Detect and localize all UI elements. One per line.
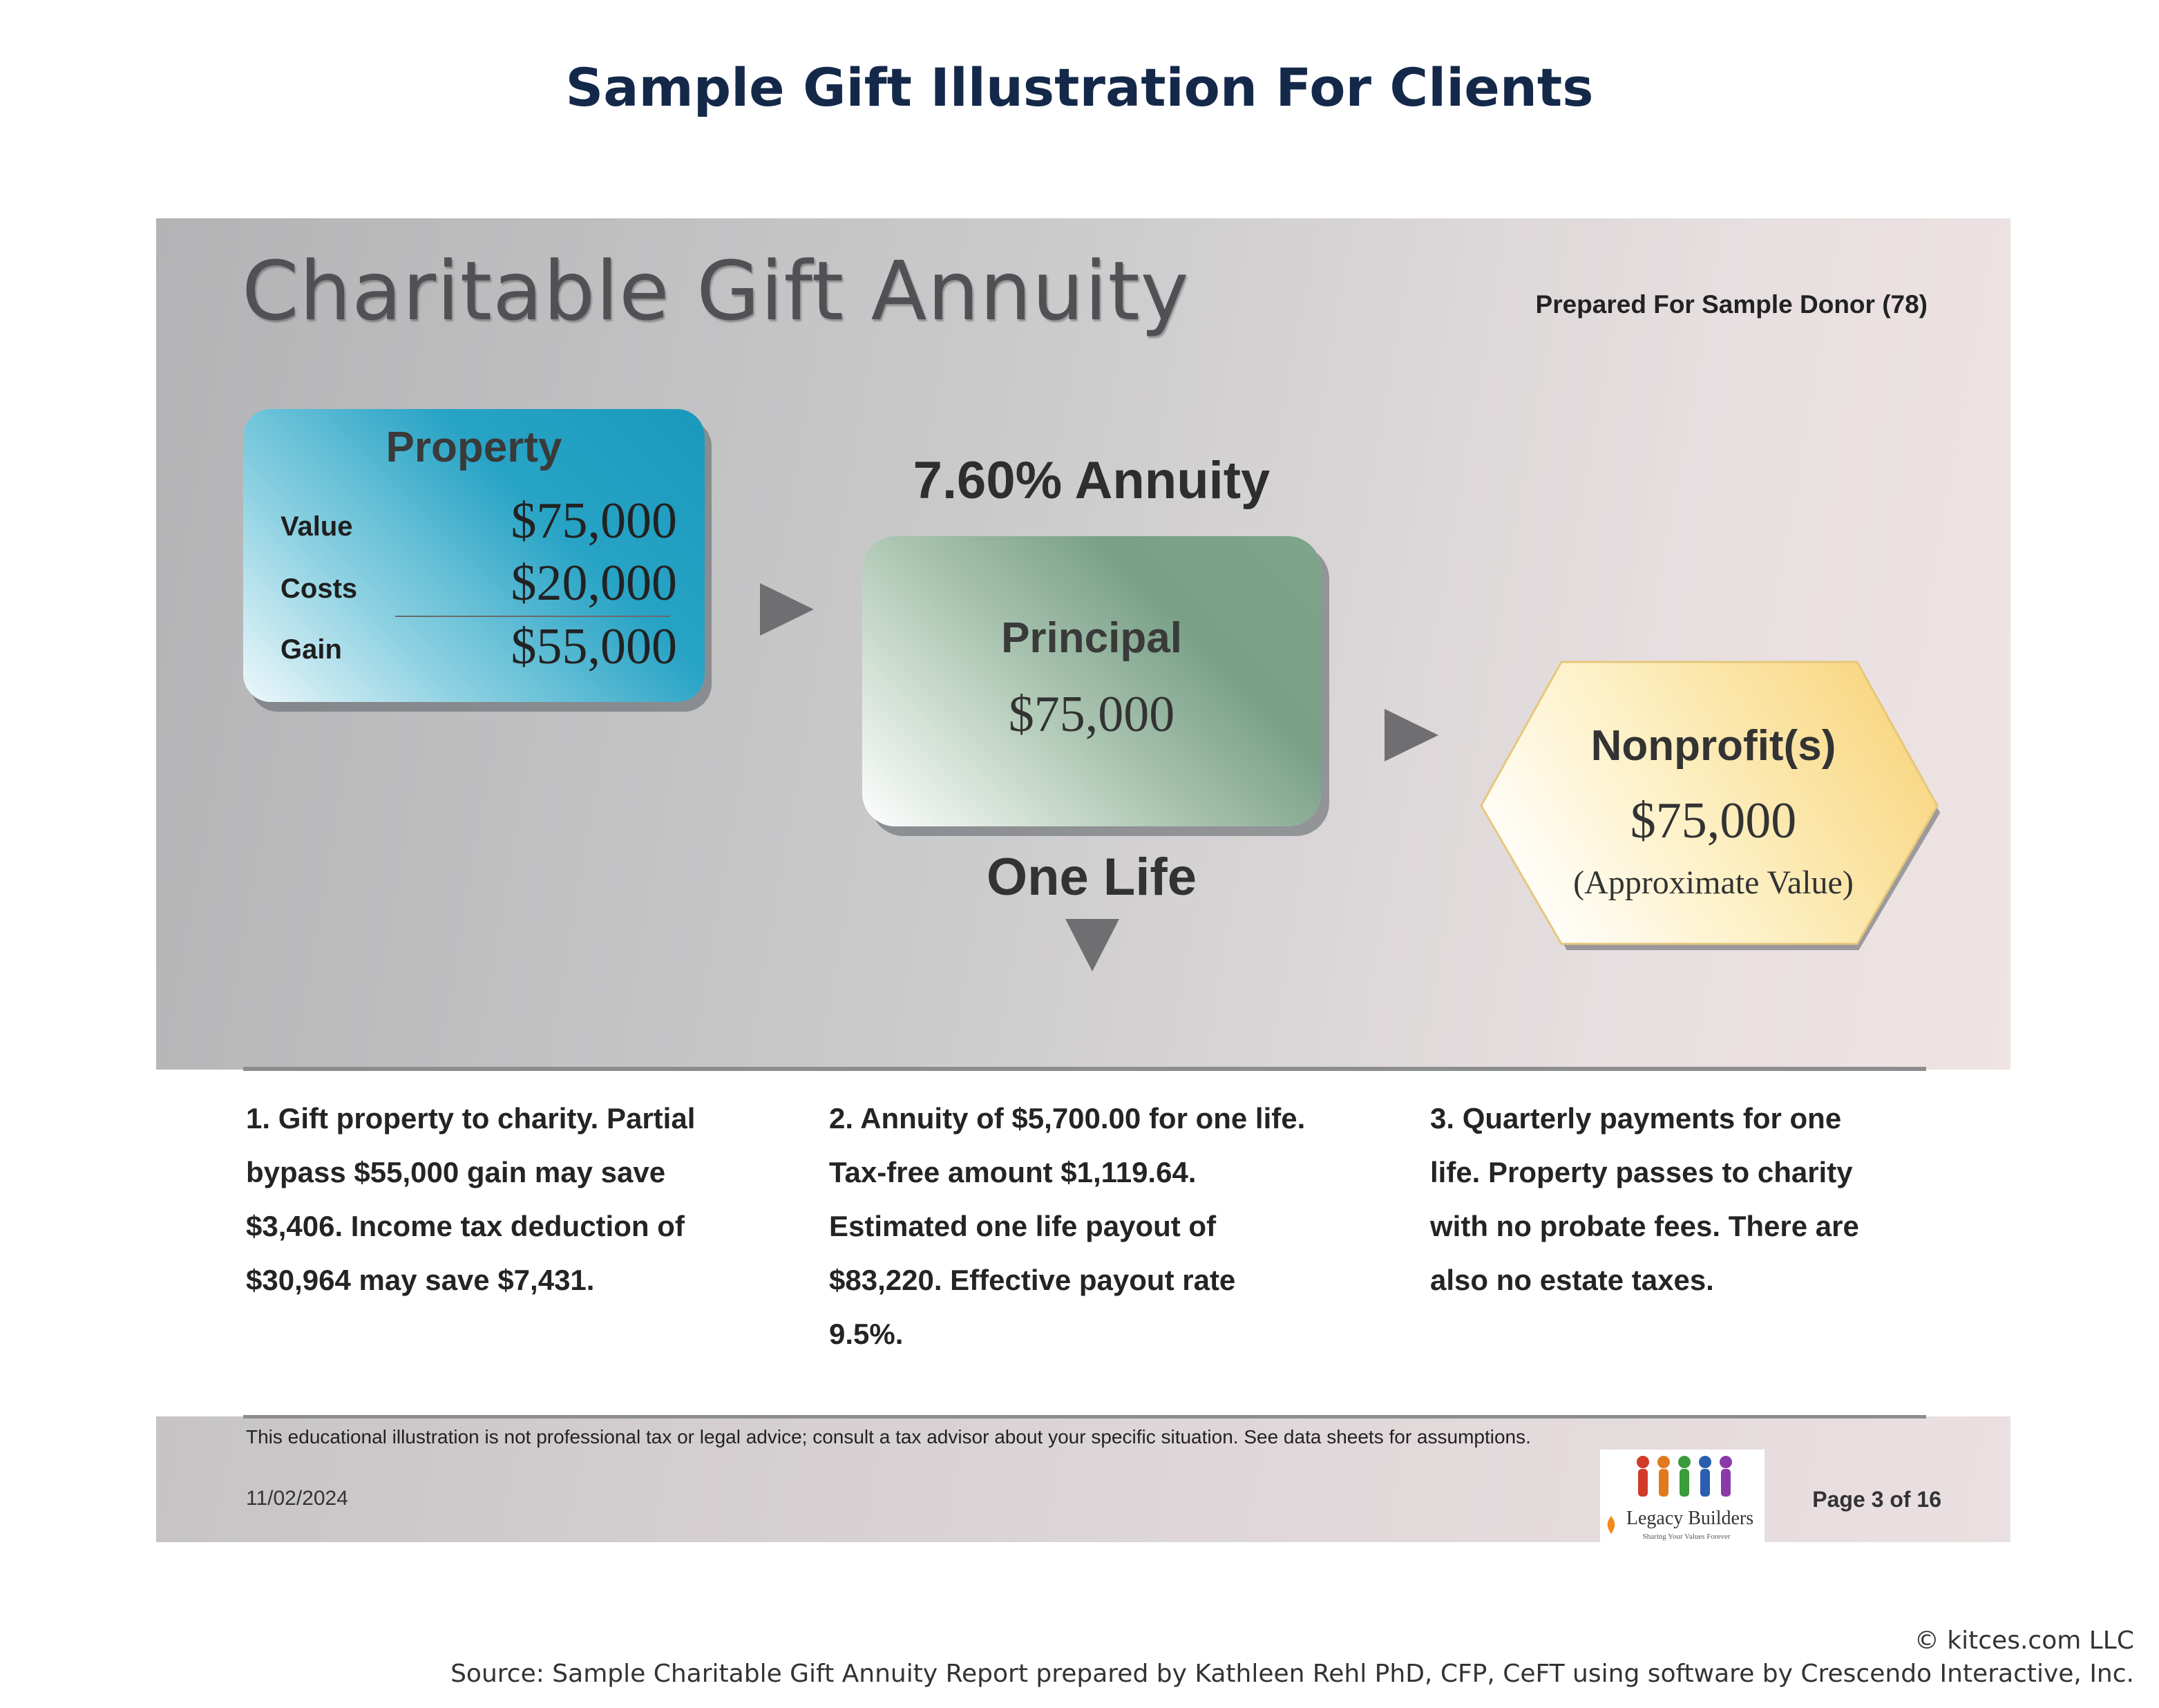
logo-tagline: Sharing Your Values Forever [1642,1533,1731,1541]
property-costs-amount: $20,000 [511,555,678,611]
page-indicator: Page 3 of 16 [1812,1487,1941,1512]
arrow-right-icon [1385,709,1438,761]
report-heading: Charitable Gift Annuity [242,243,1190,339]
principal-box [862,536,1321,826]
nonprofit-hexagon [1480,661,1941,951]
property-gain-label: Gain [280,634,342,665]
nonprofit-title: Nonprofit(s) [1590,722,1836,770]
prepared-for-label: Prepared For Sample Donor (78) [1535,290,1928,319]
property-title: Property [386,424,562,471]
nonprofit-note: (Approximate Value) [1573,864,1854,901]
arrow-right-icon [760,583,814,636]
annuity-rate-label: 7.60% Annuity [913,451,1271,510]
logo-name: Legacy Builders [1626,1508,1754,1529]
property-costs-label: Costs [280,573,358,604]
principal-title: Principal [1001,614,1182,662]
principal-amount: $75,000 [1008,686,1175,743]
arrow-down-icon [1065,919,1119,971]
source-credit: Source: Sample Charitable Gift Annuity R… [450,1660,2134,1688]
footer-divider [243,1415,1926,1418]
step-3-text: 3. Quarterly payments for one life. Prop… [1430,1102,1859,1296]
step-1-text: 1. Gift property to charity. Partial byp… [246,1102,696,1296]
property-gain-amount: $55,000 [511,618,678,675]
annuity-term-label: One Life [986,848,1197,907]
disclaimer-text: This educational illustration is not pro… [246,1426,1531,1448]
page-title: Sample Gift Illustration For Clients [565,57,1594,118]
copyright: © kitces.com LLC [1914,1626,2134,1655]
people-logo-icon [1637,1456,1732,1497]
property-subtotal-rule [395,616,670,617]
step-2-text: 2. Annuity of $5,700.00 for one life. Ta… [829,1102,1306,1350]
legacy-builders-logo [1600,1450,1765,1542]
property-value-label: Value [280,511,353,542]
property-box [243,409,705,702]
property-value-amount: $75,000 [511,493,678,549]
section-divider [243,1067,1926,1071]
report-date: 11/02/2024 [246,1487,348,1510]
nonprofit-amount: $75,000 [1630,793,1797,849]
flame-icon [1607,1516,1615,1534]
